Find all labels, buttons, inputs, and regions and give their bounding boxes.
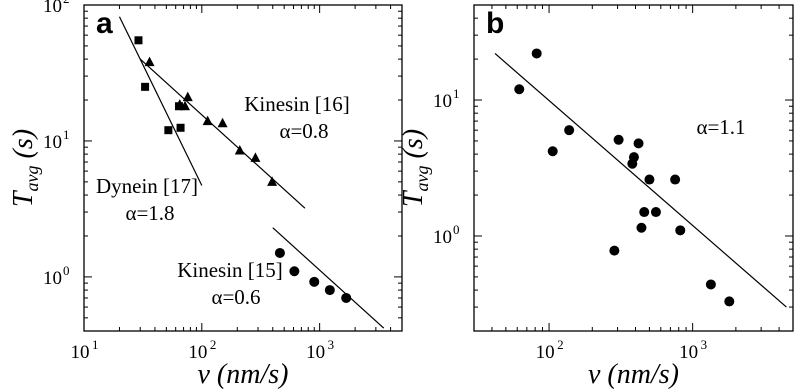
panel-b-data-point: [644, 174, 655, 185]
panel-a-fit-line: [118, 16, 203, 186]
panel-b-y-tick-exponent: 0: [453, 222, 460, 237]
panel-a-y-axis-label: Tavg (s): [8, 129, 42, 207]
panel-a-exponent-label: α=0.8: [279, 119, 328, 143]
panel-b-data-point: [628, 152, 639, 163]
panel-a-y-tick-exponent: 0: [63, 263, 70, 278]
panel-a-series-label: Kinesin [15]: [177, 258, 283, 282]
panel-a-data-point: [274, 247, 285, 258]
panel-a-data-point: [182, 91, 193, 102]
panel-a-x-axis-label: v (nm/s): [198, 359, 289, 390]
panel-a-data-point: [144, 56, 155, 67]
panel-b-y-tick-label: 10: [433, 227, 452, 248]
panel-a-fit-line: [139, 58, 306, 209]
panel-a-plot-frame: [83, 4, 403, 332]
panel-a-data-point: [180, 100, 191, 111]
panel-a-data-point: [176, 123, 185, 132]
panel-a-data-point: [341, 292, 352, 303]
panel-b-data-point: [650, 207, 661, 218]
panel-a-data-point: [164, 126, 173, 135]
panel-b-x-tick-label: 10: [679, 342, 698, 363]
panel-b-exponent-label: α=1.1: [696, 115, 745, 139]
panel-b-data-point: [564, 125, 575, 136]
panel-a-x-tick-label: 10: [71, 342, 90, 363]
panel-b-y-tick-label: 10: [433, 91, 452, 112]
panel-a-fit-line: [272, 227, 385, 329]
panel-a-series-label: Kinesin [16]: [244, 92, 350, 116]
panel-a-y-tick-exponent: 2: [63, 0, 70, 6]
panel-a-x-tick-label: 10: [188, 342, 207, 363]
panel-a-x-tick-label: 10: [306, 342, 325, 363]
panel-b-plot-frame: [473, 4, 794, 332]
panel-a-data-point: [202, 115, 213, 126]
panel-b-x-tick-label: 10: [536, 342, 555, 363]
panel-a-data-point: [234, 145, 245, 155]
panel-a-exponent-label: α=1.8: [125, 201, 174, 225]
panel-b-data-point: [547, 146, 558, 157]
panel-a-x-tick-exponent: 1: [92, 337, 99, 352]
panel-b-y-tick-exponent: 1: [453, 86, 460, 101]
panel-b-x-tick-exponent: 2: [557, 337, 564, 352]
panel-a-y-tick-label: 10: [43, 132, 62, 153]
panel-b-data-point: [705, 279, 716, 290]
panel-b-data-point: [670, 174, 681, 185]
panel-a-y-tick-label: 10: [43, 268, 62, 289]
panel-b-data-point: [636, 222, 647, 233]
panel-a-data-point: [267, 176, 278, 186]
panel-b: 10 2 10 310 010 1v (nm/s)Tavg (s)bα=1.1: [398, 4, 794, 390]
panel-b-data-point: [675, 225, 686, 236]
panel-b-data-point: [724, 296, 735, 307]
panel-a: 101102103100101102v (nm/s)Tavg (s)aDynei…: [8, 0, 403, 390]
panel-b-x-axis-label: v (nm/s): [588, 359, 679, 390]
panel-b-data-point: [633, 138, 644, 149]
panel-b-data-point: [531, 48, 542, 59]
panel-a-data-point: [309, 276, 320, 287]
panel-b-fit-line: [494, 53, 787, 308]
panel-a-data-point: [217, 117, 228, 128]
panel-b-x-tick-exponent: 3: [701, 337, 708, 352]
panel-b-data-point: [613, 134, 624, 145]
panel-a-y-tick-label: 10: [43, 0, 62, 17]
panel-a-data-point: [134, 36, 143, 45]
panel-a-letter: a: [96, 7, 113, 40]
panel-a-data-point: [289, 266, 300, 277]
panel-a-data-point: [250, 152, 261, 162]
panel-b-data-point: [639, 207, 650, 218]
panel-b-y-axis-label: Tavg (s): [398, 129, 432, 207]
panel-b-data-point: [514, 84, 525, 95]
panel-a-data-point: [141, 82, 150, 91]
panel-b-data-point: [609, 245, 620, 256]
panel-a-y-tick-exponent: 1: [63, 127, 70, 142]
panel-a-x-tick-exponent: 3: [328, 337, 335, 352]
panel-a-series-label: Dynein [17]: [96, 174, 198, 198]
panel-a-data-point: [324, 285, 335, 296]
panel-b-letter: b: [486, 7, 504, 40]
panel-a-exponent-label: α=0.6: [211, 285, 260, 309]
panel-a-x-tick-exponent: 2: [210, 337, 217, 352]
